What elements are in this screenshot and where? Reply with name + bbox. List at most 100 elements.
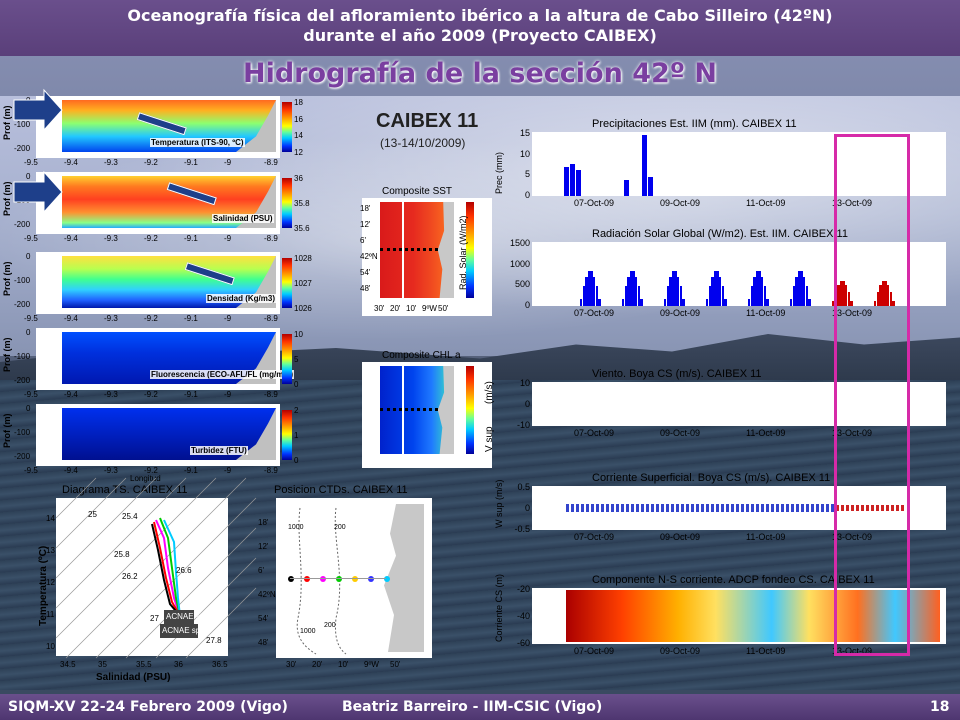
precip-y-tick: 5: [524, 169, 530, 180]
section-x-tick: -9: [224, 158, 232, 167]
ctd-contour-label: 200: [324, 622, 336, 629]
section-y-tick: 0: [26, 172, 31, 181]
section-left-margin: [36, 408, 62, 460]
section-x-label: Longitud: [130, 474, 161, 483]
sst-colorbar: [466, 202, 474, 298]
ctd-lat-tick: 48': [258, 638, 269, 647]
sst-lon-tick: 20': [390, 304, 401, 313]
footer-page-number: 18: [930, 699, 950, 715]
radiation-bar: [850, 301, 853, 306]
section-y-tick: -100: [14, 276, 31, 285]
radiation-bar: [635, 276, 638, 306]
radiation-bar: [876, 291, 879, 306]
ts-x-tick: 35: [98, 660, 107, 669]
ts-y-tick: 13: [46, 546, 55, 555]
sst-lon-tick: 9ºW: [422, 304, 437, 313]
section-colorbar-tick: 5: [294, 355, 299, 364]
section-label: Turbidez (FTU): [190, 446, 248, 455]
radiation-bar: [637, 286, 640, 306]
radiation-y-tick: 1000: [509, 258, 530, 269]
ctd-lat-tick: 18': [258, 518, 269, 527]
radiation-bar: [669, 276, 672, 306]
radiation-bar: [842, 280, 845, 306]
ctd-station-marker: [288, 576, 294, 582]
current-y-tick: -0.5: [514, 524, 530, 534]
section-colorbar-tick: 1026: [294, 304, 312, 313]
section-y-label: Prof (m): [2, 413, 12, 449]
radiation-bar: [889, 291, 892, 306]
ts-y-tick: 10: [46, 642, 55, 651]
ts-y-tick: 12: [46, 578, 55, 587]
section-x-tick: -9.5: [24, 390, 38, 399]
ts-x-tick: 34.5: [60, 660, 76, 669]
precip-bar: [564, 167, 569, 196]
section-colorbar-tick: 35.8: [294, 199, 310, 208]
ts-xlabel: Salinidad (PSU): [96, 672, 171, 683]
wind-plot: [532, 382, 946, 426]
section-y-label: Prof (m): [2, 261, 12, 297]
precip-bar: [648, 176, 653, 196]
slide-header: Oceanografía física del afloramiento ibé…: [0, 0, 960, 56]
sst-lat-tick: 12': [360, 220, 371, 229]
section-x-tick: -9.2: [144, 390, 158, 399]
radiation-y-tick: 0: [524, 300, 530, 310]
sst-lon-tick: 50': [438, 304, 449, 313]
precip-bar: [642, 135, 647, 196]
sst-lat-tick: 42ºN: [360, 252, 378, 261]
ctd-station-marker: [368, 576, 374, 582]
radiation-bar: [753, 276, 756, 306]
section-x-tick: -9.3: [104, 466, 118, 475]
section-x-tick: -9.2: [144, 158, 158, 167]
precip-bar: [576, 170, 581, 196]
precip-y-tick: 15: [519, 128, 530, 138]
adcp-x-tick: 07-Oct-09: [574, 646, 615, 656]
chl-v-label: V sup: [484, 426, 495, 452]
section-x-tick: -9.2: [144, 234, 158, 243]
precip-title: Precipitaciones Est. IIM (mm). CAIBEX 11: [592, 118, 797, 130]
radiation-x-tick: 11-Oct-09: [746, 308, 786, 318]
ts-title: Diagrama TS. CAIBEX 11: [62, 484, 188, 496]
ts-isopycnals: [55, 477, 257, 659]
adcp-y-tick: -20: [516, 584, 530, 594]
section-left-margin: [36, 256, 62, 308]
section-x-tick: -9: [224, 466, 232, 475]
radiation-bar: [587, 271, 591, 306]
current-x-tick: 09-Oct-09: [660, 532, 701, 542]
radiation-bar: [585, 276, 588, 306]
section-colorbar: [282, 334, 292, 384]
section-x-tick: -9.3: [104, 158, 118, 167]
wind-y-tick: -10: [516, 420, 530, 430]
section-colorbar: [282, 178, 292, 228]
section-x-tick: -9.4: [64, 390, 78, 399]
section-x-tick: -9.4: [64, 158, 78, 167]
chl-colorbar: [466, 366, 474, 454]
section-panel: [36, 404, 280, 466]
radiation-bar: [671, 271, 675, 306]
section-y-tick: 0: [26, 252, 31, 261]
ctd-station-marker: [304, 576, 310, 582]
section-colorbar-tick: 36: [294, 174, 303, 183]
section-x-tick: -9.1: [184, 314, 198, 323]
radiation-bar: [879, 284, 882, 306]
section-x-tick: -9.1: [184, 466, 198, 475]
radiation-bar: [679, 286, 682, 306]
adcp-y-label: Corriente CS (m): [494, 573, 504, 642]
ts-isopycnal-label: 26.6: [176, 566, 192, 575]
current-y-label: W sup (m/s): [494, 479, 504, 529]
ctd-lon-tick: 20': [312, 660, 323, 669]
section-colorbar-tick: 0: [294, 456, 299, 465]
ts-x-tick: 36.5: [212, 660, 228, 669]
chl-colorbar-label: (m/s): [484, 381, 495, 404]
section-x-tick: -9.4: [64, 314, 78, 323]
precip-y-tick: 10: [519, 148, 530, 159]
ctd-transect-line: [290, 578, 386, 579]
footer-event: SIQM-XV 22-24 Febrero 2009 (Vigo): [8, 699, 288, 715]
section-colorbar: [282, 102, 292, 152]
section-left-margin: [36, 332, 62, 384]
radiation-bar: [664, 299, 667, 306]
section-label: Densidad (Kg/m3): [206, 294, 277, 303]
ctd-lat-tick: 54': [258, 614, 269, 623]
header-line-2: durante el año 2009 (Proyecto CAIBEX): [303, 26, 657, 45]
radiation-bar: [763, 286, 766, 306]
section-y-tick: -200: [14, 452, 31, 461]
